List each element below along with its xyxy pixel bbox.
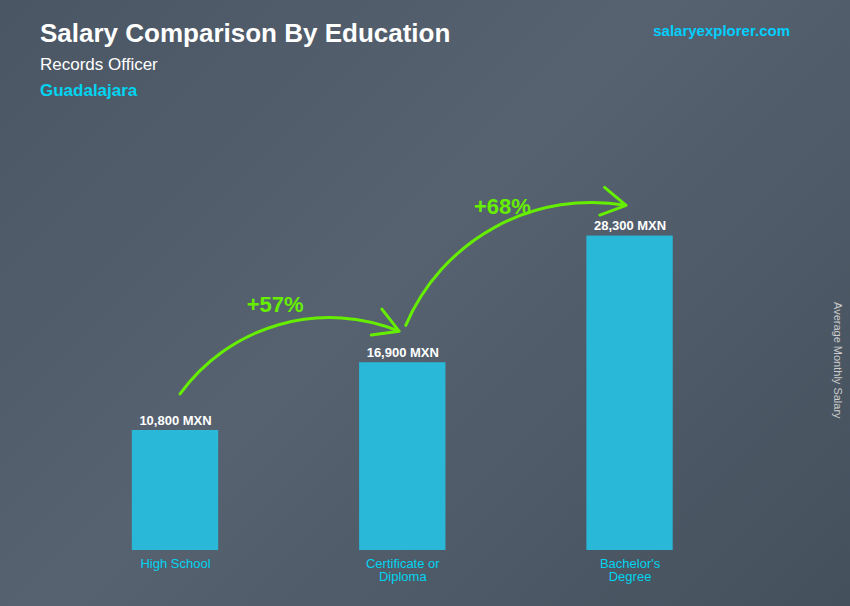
html-text:salaryexplorer.com: salaryexplorer.com — [653, 22, 790, 39]
svg-text:Bachelor'sDegree: Bachelor'sDegree — [600, 556, 661, 584]
svg-text:28,300 MXN: 28,300 MXN — [594, 218, 666, 233]
svg-text:Certificate orDiploma: Certificate orDiploma — [366, 556, 440, 584]
svg-text:10,800 MXN: 10,800 MXN — [139, 413, 211, 428]
html-text:Average Monthly Salary: Average Monthly Salary — [832, 301, 844, 419]
svg-text:+57%: +57% — [247, 292, 304, 317]
html-text:Salary Comparison By Education: Salary Comparison By Education — [40, 18, 451, 48]
html-text:Guadalajara: Guadalajara — [40, 81, 138, 100]
svg-text:+68%: +68% — [474, 194, 531, 219]
html-text:Records Officer: Records Officer — [40, 55, 158, 74]
svg-text:High School: High School — [140, 556, 210, 571]
svg-text:16,900 MXN: 16,900 MXN — [367, 345, 439, 360]
